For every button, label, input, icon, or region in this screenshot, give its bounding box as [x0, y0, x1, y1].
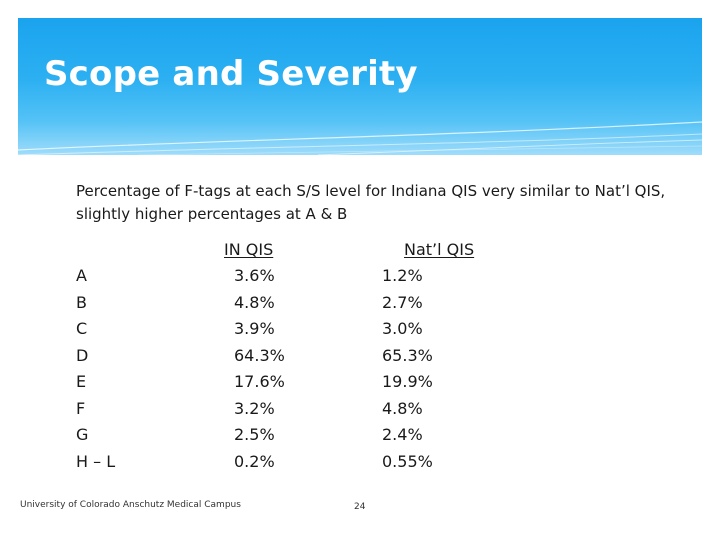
natl-qis-value: 65.3% [382, 346, 433, 365]
footer-page-number: 24 [354, 502, 366, 512]
level-label: D [76, 346, 89, 365]
in-qis-value: 2.5% [234, 425, 275, 444]
in-qis-value: 3.2% [234, 399, 275, 418]
banner-swoosh-decoration [18, 121, 702, 155]
level-label: B [76, 293, 87, 312]
natl-qis-value: 4.8% [382, 399, 423, 418]
in-qis-value: 17.6% [234, 372, 285, 391]
natl-qis-value: 2.4% [382, 425, 423, 444]
level-label: H – L [76, 452, 116, 471]
title-banner: Scope and Severity [18, 18, 702, 155]
level-label: C [76, 319, 88, 338]
level-label: A [76, 266, 87, 285]
level-label: F [76, 399, 86, 418]
in-qis-value: 0.2% [234, 452, 275, 471]
slide-title: Scope and Severity [44, 54, 418, 94]
natl-qis-value: 1.2% [382, 266, 423, 285]
in-qis-value: 4.8% [234, 293, 275, 312]
natl-qis-value: 3.0% [382, 319, 423, 338]
in-qis-header: IN QIS [224, 240, 274, 259]
level-label: G [76, 425, 89, 444]
natl-qis-value: 2.7% [382, 293, 423, 312]
natl-qis-value: 19.9% [382, 372, 433, 391]
in-qis-value: 3.9% [234, 319, 275, 338]
level-label: E [76, 372, 87, 391]
in-qis-value: 3.6% [234, 266, 275, 285]
natl-qis-header: Nat’l QIS [404, 240, 475, 259]
natl-qis-value: 0.55% [382, 452, 433, 471]
slide-subtitle: Percentage of F-tags at each S/S level f… [76, 182, 666, 223]
footer-institution: University of Colorado Anschutz Medical … [20, 500, 241, 510]
in-qis-value: 64.3% [234, 346, 285, 365]
